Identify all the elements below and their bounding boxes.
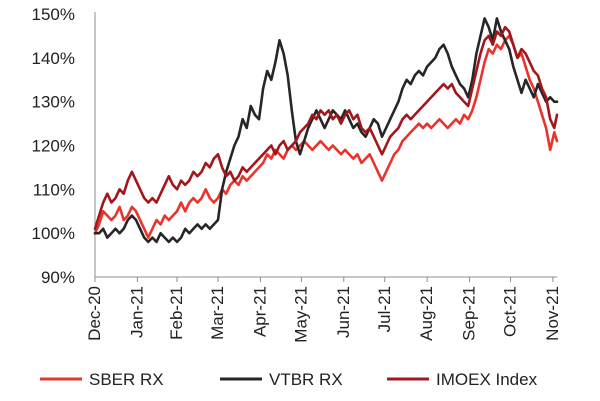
x-tick-label: Nov-21 xyxy=(543,286,562,341)
x-tick-label: Jan-21 xyxy=(127,286,146,338)
legend-label: IMOEX Index xyxy=(436,370,538,389)
x-tick-label: Aug-21 xyxy=(417,286,436,341)
y-tick-label: 90% xyxy=(41,268,75,287)
x-tick-label: Jul-21 xyxy=(375,286,394,332)
legend-label: SBER RX xyxy=(89,370,164,389)
legend: SBER RX VTBR RX IMOEX Index xyxy=(40,370,538,389)
x-tick-label: May-21 xyxy=(291,286,310,343)
series-layer xyxy=(93,17,559,244)
x-tick-label: Sep-21 xyxy=(460,286,479,341)
y-tick-label: 140% xyxy=(32,49,75,68)
x-tick-label: Jun-21 xyxy=(334,286,353,338)
x-tick-label: Mar-21 xyxy=(208,286,227,340)
series-line-imoex-index xyxy=(93,25,559,231)
y-tick-label: 110% xyxy=(33,180,75,199)
series-line-vtbr-rx xyxy=(93,17,559,244)
legend-label: VTBR RX xyxy=(269,370,343,389)
y-tick-label: 120% xyxy=(32,137,75,156)
y-tick-label: 150% xyxy=(32,5,75,24)
y-tick-label: 100% xyxy=(32,224,75,243)
x-tick-label: Feb-21 xyxy=(167,286,186,340)
x-axis: Dec-20 Jan-21 Feb-21 Mar-21 Apr-21 May-21 Jun-… xyxy=(85,276,562,343)
x-tick-label: Oct-21 xyxy=(501,286,520,337)
x-tick-label: Dec-20 xyxy=(85,286,104,341)
y-axis: 90% 100% 110% 120% 130% 140% 150% xyxy=(32,5,96,287)
series-line-sber-rx xyxy=(93,34,559,239)
y-tick-label: 130% xyxy=(32,93,75,112)
x-tick-label: Apr-21 xyxy=(250,286,269,337)
